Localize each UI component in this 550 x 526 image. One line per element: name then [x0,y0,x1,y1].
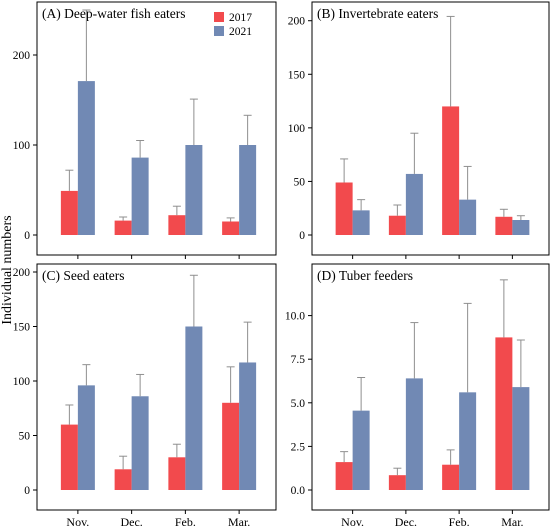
bar-2017-dec [114,220,132,235]
y-tick-label: 0 [24,485,30,497]
bar-2021-feb [185,326,203,490]
bar-2021-mar [512,220,530,235]
y-tick-label: 5.0 [291,398,306,410]
bar-2017-feb [442,464,460,490]
y-tick-label: 2.5 [291,441,306,453]
bar-2021-dec [131,396,149,490]
bar-2017-dec [388,475,406,490]
bar-2017-nov [60,190,78,235]
panel-title: (A) Deep-water fish eaters [42,6,186,21]
x-tick-label: Feb. [175,515,196,526]
bar-2021-nov [352,210,370,235]
y-tick-label: 10.0 [285,311,305,323]
bar-2021-dec [405,173,423,235]
bar-2021-dec [131,157,149,235]
bar-2021-feb [459,199,477,235]
x-tick-label: Nov. [341,515,364,526]
x-tick-label: Mar. [501,515,523,526]
y-tick-label: 100 [13,140,31,152]
y-axis-label: Individual numbers [0,215,15,324]
bar-2021-nov [77,81,95,235]
bar-2021-mar [239,362,257,490]
y-tick-label: 7.5 [291,354,306,366]
chart-panel-3: (D) Tuber feeders 0.0 2.5 5.0 7.5 10.0 Nov. Dec… [285,263,550,526]
panel-frame [36,263,277,511]
panel-title: (C) Seed eaters [42,268,124,283]
bar-2017-mar [495,337,513,490]
y-tick-label: 100 [13,376,31,388]
legend-swatch-2017 [214,12,224,22]
x-tick-label: Dec. [395,515,417,526]
bar-2017-nov [335,182,353,235]
bar-2021-feb [459,392,477,490]
y-tick-label: 150 [288,69,306,81]
bar-2021-mar [512,387,530,490]
x-tick-label: Dec. [120,515,142,526]
bar-2017-dec [114,469,132,490]
bar-2021-nov [352,410,370,490]
y-tick-label: 0 [24,230,30,242]
legend-label-2021: 2021 [229,26,252,38]
bar-2017-feb [168,457,186,490]
y-tick-label: 0 [299,230,305,242]
bar-2017-feb [442,106,460,235]
bar-2017-dec [388,215,406,235]
bar-2021-feb [185,145,203,235]
y-tick-label: 100 [288,123,306,135]
panel-title: (B) Invertebrate eaters [317,6,438,21]
x-tick-label: Nov. [66,515,89,526]
bar-2017-mar [495,216,513,235]
bar-2017-mar [222,221,240,235]
bar-2017-mar [222,402,240,490]
y-tick-label: 150 [13,322,31,334]
y-tick-label: 200 [13,50,31,62]
y-tick-label: 0.0 [291,485,306,497]
chart-panel-0: (A) Deep-water fish eaters 0 100 200 2017 202… [13,1,277,259]
y-tick-label: 200 [13,267,31,279]
bar-2021-nov [77,385,95,490]
bar-2017-nov [335,462,353,490]
bar-2021-dec [405,378,423,490]
panel-title: (D) Tuber feeders [317,268,413,283]
y-tick-label: 50 [294,176,306,188]
bar-2021-mar [239,145,257,235]
chart-panel-2: (C) Seed eaters 0 50 100 150 200 Nov. Dec. Feb. M… [13,263,277,526]
panel-frame [36,1,277,256]
chart-panel-1: (B) Invertebrate eaters 0 50 100 150 200 [288,1,550,259]
legend-label-2017: 2017 [229,12,252,24]
panel-frame [311,263,550,511]
legend-swatch-2021 [214,26,224,36]
x-tick-label: Feb. [449,515,470,526]
x-tick-label: Mar. [228,515,250,526]
panel-frame [311,1,550,256]
bar-2017-feb [168,215,186,235]
bar-2017-nov [60,424,78,490]
y-tick-label: 200 [288,16,306,28]
y-tick-label: 50 [19,431,31,443]
